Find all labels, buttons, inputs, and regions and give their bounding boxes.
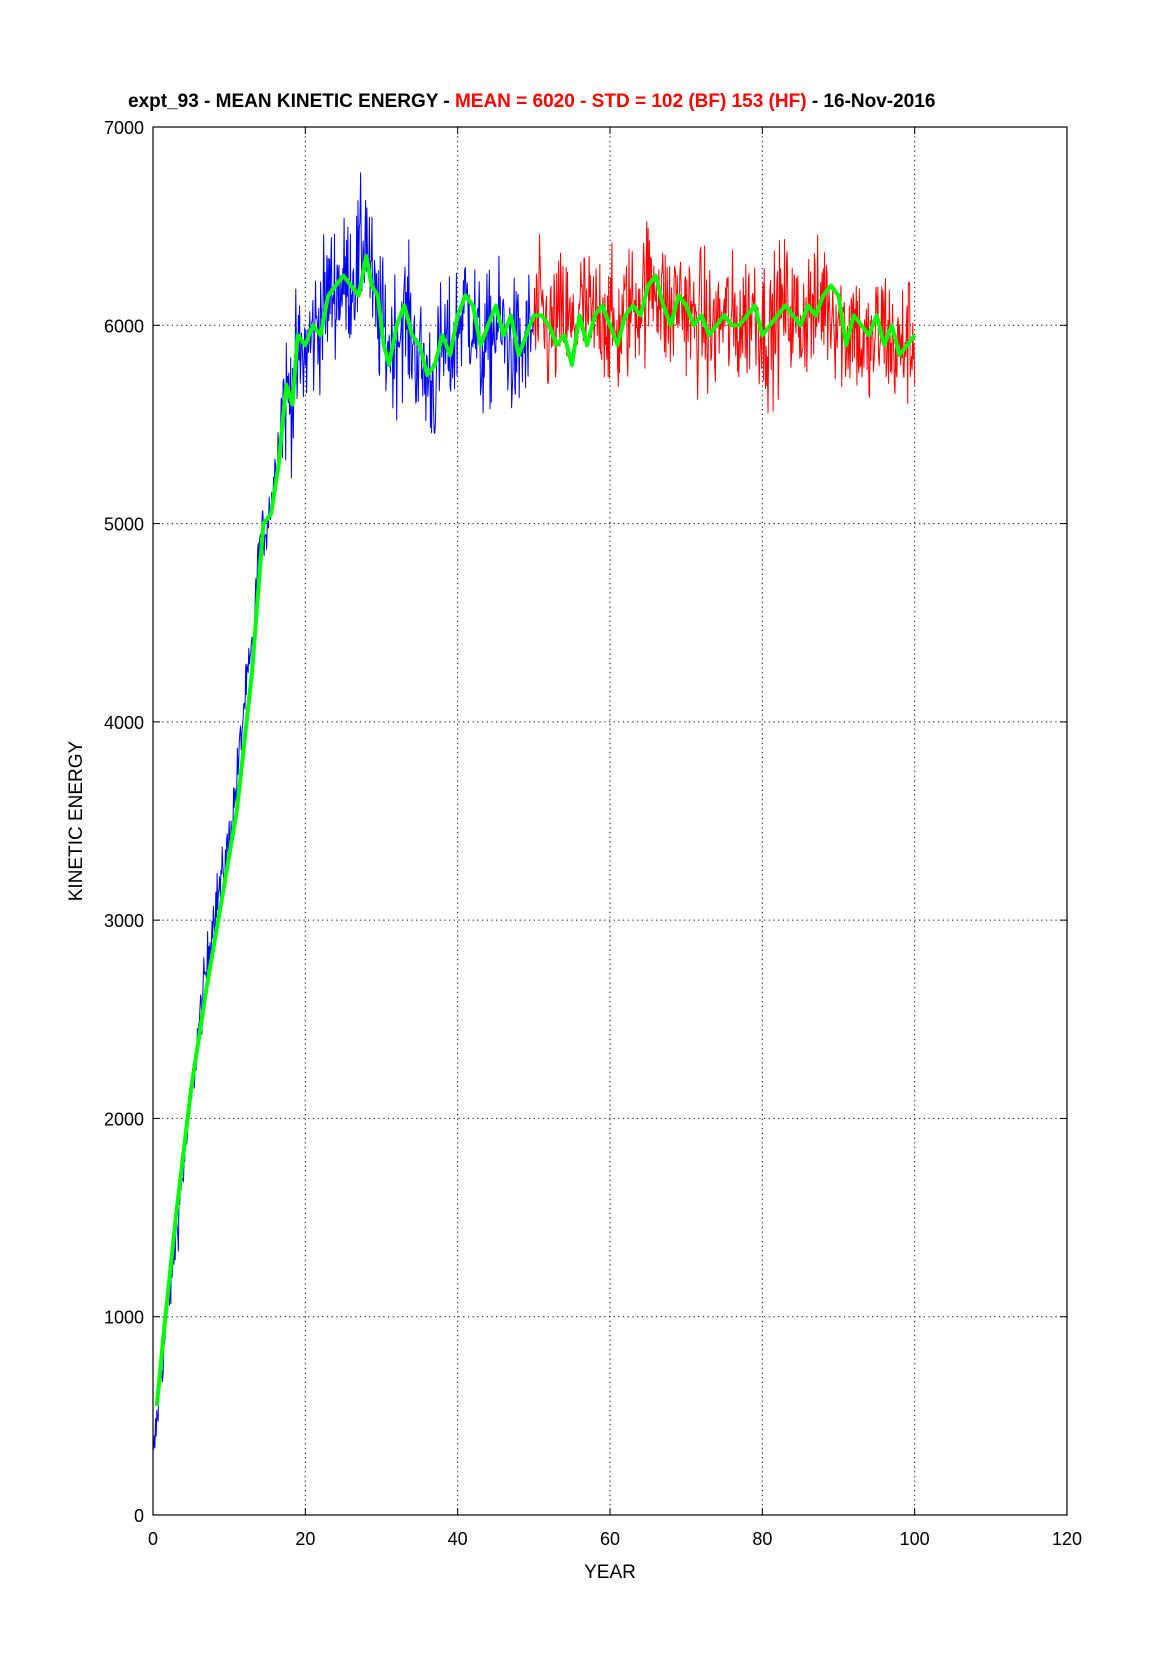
y-tick-label: 4000 — [104, 713, 144, 733]
chart-title-prefix: expt_93 - MEAN KINETIC ENERGY - — [128, 91, 455, 112]
x-tick-label: 40 — [448, 1529, 468, 1549]
x-tick-label: 80 — [752, 1529, 772, 1549]
y-tick-label: 6000 — [104, 316, 144, 336]
x-tick-label: 0 — [148, 1529, 158, 1549]
series-line-green — [154, 253, 917, 1407]
y-tick-label: 5000 — [104, 515, 144, 535]
chart-title-stats: MEAN = 6020 - STD = 102 (BF) 153 (HF) — [455, 91, 807, 112]
y-tick-label: 3000 — [104, 911, 144, 931]
y-tick-label: 2000 — [104, 1109, 144, 1129]
x-tick-label: 120 — [1052, 1529, 1082, 1549]
x-tick-label: 20 — [295, 1529, 315, 1549]
y-tick-label: 0 — [134, 1506, 144, 1526]
x-axis-label: YEAR — [584, 1562, 636, 1583]
y-axis-label: KINETIC ENERGY — [66, 740, 87, 901]
y-tick-label: 1000 — [104, 1308, 144, 1328]
x-tick-label: 100 — [900, 1529, 930, 1549]
series-line-blue — [152, 172, 535, 1452]
y-tick-label: 7000 — [104, 118, 144, 138]
chart-title-suffix: - 16-Nov-2016 — [807, 91, 936, 112]
chart-title: expt_93 - MEAN KINETIC ENERGY - MEAN = 6… — [128, 91, 935, 112]
series-line-red — [533, 221, 916, 414]
data-series — [152, 172, 917, 1452]
axis-ticks: 0 20 40 60 80 100 120 0 1000 2000 3000 4000 5000 6000… — [104, 118, 1082, 1549]
x-tick-label: 60 — [600, 1529, 620, 1549]
